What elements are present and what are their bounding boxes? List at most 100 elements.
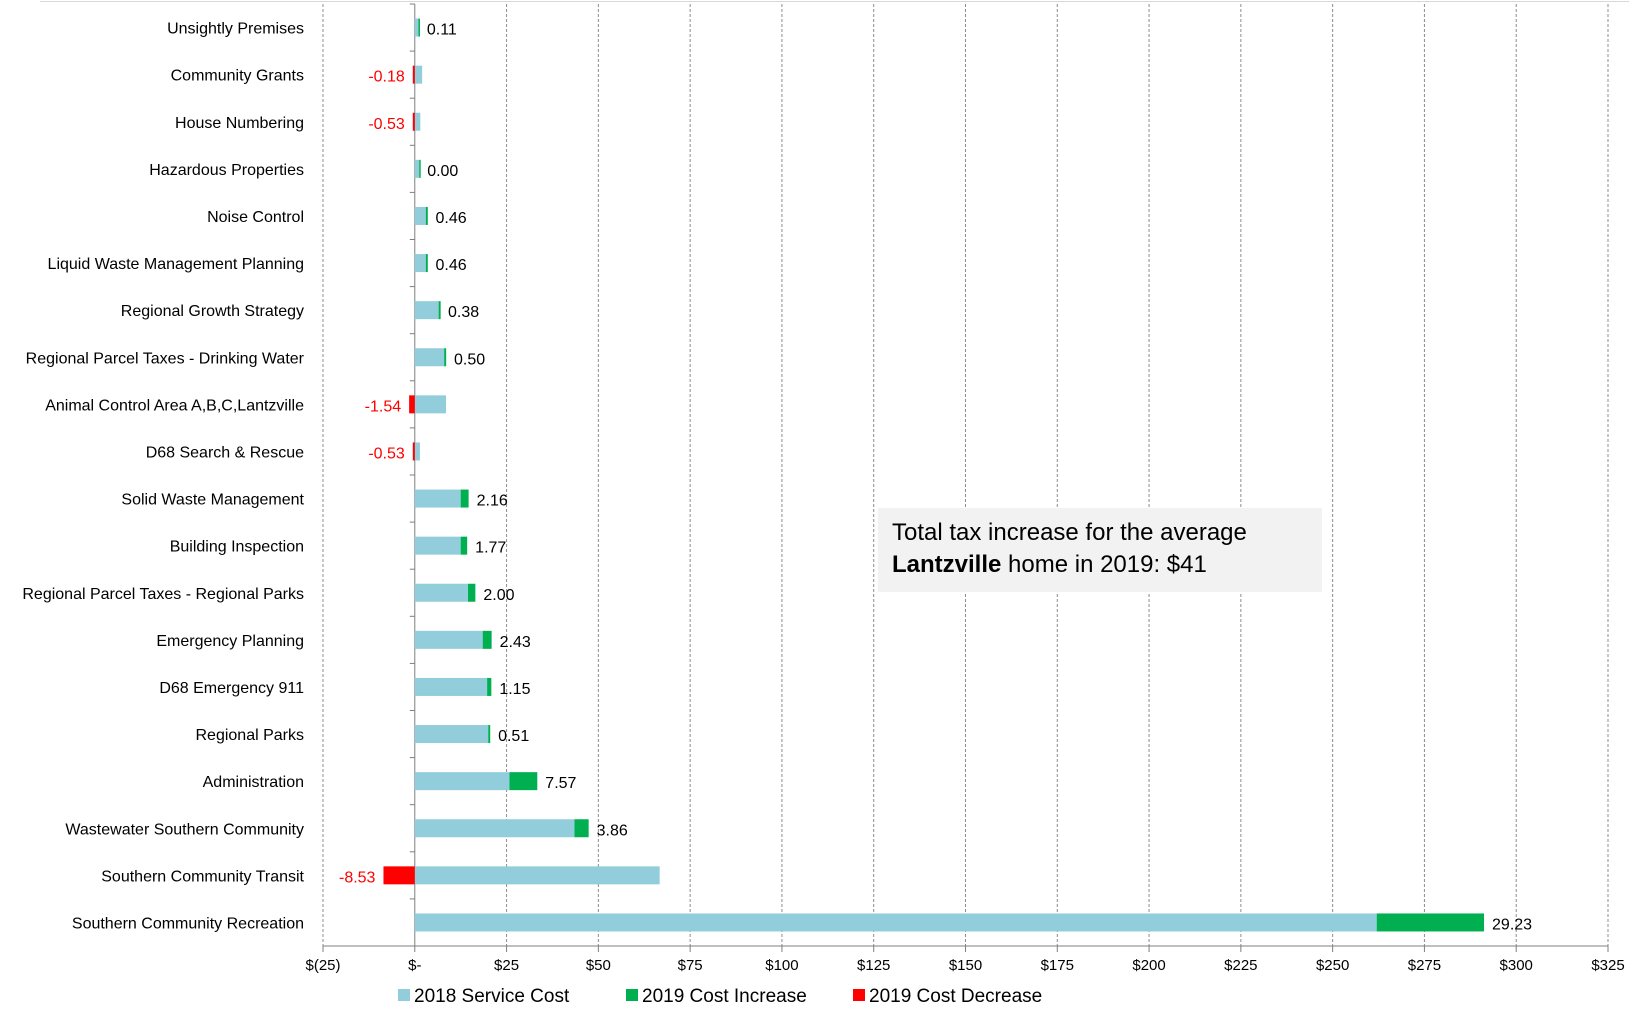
bar-2018-service-cost-0: [414, 18, 419, 37]
category-label-6: Regional Growth Strategy: [121, 303, 304, 320]
bar-2018-service-cost-9: [414, 442, 420, 461]
bar-2018-service-cost-13: [414, 630, 483, 649]
data-label-15: 0.51: [498, 728, 529, 745]
bar-2018-service-cost-19: [414, 913, 1377, 932]
x-tick-label-7: $150: [949, 957, 982, 974]
category-label-8: Animal Control Area A,B,C,Lantzville: [45, 397, 304, 414]
category-label-11: Building Inspection: [170, 539, 304, 556]
x-tick-label-9: $200: [1132, 957, 1165, 974]
bar-2019-cost-increase-4: [425, 206, 428, 225]
bar-2019-cost-increase-6: [438, 301, 441, 320]
bar-2018-service-cost-7: [414, 348, 445, 367]
bar-2018-service-cost-4: [414, 206, 426, 225]
bar-2019-cost-decrease-1: [412, 65, 415, 84]
data-label-3: 0.00: [427, 163, 458, 180]
category-label-17: Wastewater Southern Community: [65, 821, 304, 838]
x-tick-label-13: $300: [1500, 957, 1533, 974]
bar-2019-cost-decrease-9: [412, 442, 415, 461]
bar-2018-service-cost-18: [414, 866, 660, 885]
x-tick-label-8: $175: [1041, 957, 1074, 974]
category-label-16: Administration: [203, 774, 304, 791]
bar-2019-cost-increase-16: [509, 772, 538, 791]
category-label-18: Southern Community Transit: [101, 868, 304, 885]
bar-2019-cost-increase-15: [488, 725, 491, 744]
data-label-5: 0.46: [435, 257, 466, 274]
data-label-17: 3.86: [597, 822, 628, 839]
category-label-4: Noise Control: [207, 209, 304, 226]
annotation-line-1: Total tax increase for the average: [892, 519, 1247, 546]
legend-swatch-1: [626, 989, 638, 1001]
legend-label-1: 2019 Cost Increase: [642, 986, 807, 1007]
x-tick-label-3: $50: [586, 957, 611, 974]
data-label-8: -1.54: [365, 398, 402, 415]
bar-2019-cost-increase-10: [460, 489, 469, 508]
data-label-4: 0.46: [435, 210, 466, 227]
bar-2019-cost-increase-17: [574, 819, 589, 838]
bar-2018-service-cost-8: [414, 395, 446, 414]
data-label-1: -0.18: [368, 69, 405, 86]
bar-2019-cost-increase-7: [444, 348, 447, 367]
bar-2019-cost-decrease-8: [409, 395, 415, 414]
data-label-12: 2.00: [483, 587, 514, 604]
bar-2018-service-cost-17: [414, 819, 575, 838]
bar-2018-service-cost-2: [414, 112, 421, 131]
data-label-0: 0.11: [427, 22, 457, 39]
data-label-13: 2.43: [500, 634, 531, 651]
legend-swatch-0: [398, 989, 410, 1001]
bar-2019-cost-decrease-2: [412, 112, 415, 131]
x-tick-label-1: $-: [408, 957, 421, 974]
data-label-9: -0.53: [368, 445, 405, 462]
bar-2019-cost-increase-14: [487, 677, 492, 696]
category-label-14: D68 Emergency 911: [159, 680, 304, 697]
bar-2018-service-cost-14: [414, 677, 488, 696]
bar-2018-service-cost-6: [414, 301, 439, 320]
bar-2019-cost-increase-12: [468, 583, 476, 602]
bar-2018-service-cost-15: [414, 725, 489, 744]
data-label-18: -8.53: [339, 869, 376, 886]
category-label-15: Regional Parks: [196, 727, 305, 744]
data-label-2: -0.53: [368, 116, 405, 133]
bar-2018-service-cost-10: [414, 489, 461, 508]
annotation-box: Total tax increase for the average Lantz…: [878, 508, 1322, 592]
data-label-19: 29.23: [1492, 916, 1532, 933]
bar-2019-cost-increase-3: [419, 159, 421, 178]
category-label-0: Unsightly Premises: [167, 21, 304, 38]
data-label-16: 7.57: [545, 775, 576, 792]
data-label-6: 0.38: [448, 304, 479, 321]
category-label-7: Regional Parcel Taxes - Drinking Water: [26, 350, 305, 367]
category-label-1: Community Grants: [171, 68, 304, 85]
x-tick-label-5: $100: [765, 957, 798, 974]
bar-2018-service-cost-3: [414, 159, 420, 178]
legend-label-0: 2018 Service Cost: [414, 986, 570, 1007]
category-label-2: House Numbering: [175, 115, 304, 132]
category-label-13: Emergency Planning: [156, 633, 304, 650]
legend-swatch-2: [853, 989, 865, 1001]
x-tick-label-12: $275: [1408, 957, 1441, 974]
category-label-5: Liquid Waste Management Planning: [48, 256, 304, 273]
bar-2018-service-cost-11: [414, 536, 461, 555]
category-label-12: Regional Parcel Taxes - Regional Parks: [22, 586, 304, 603]
bar-2019-cost-increase-0: [418, 18, 420, 37]
category-label-3: Hazardous Properties: [149, 162, 304, 179]
bar-2018-service-cost-5: [414, 254, 426, 273]
x-tick-label-4: $75: [678, 957, 703, 974]
bar-2019-cost-decrease-18: [383, 866, 415, 885]
category-label-19: Southern Community Recreation: [72, 915, 304, 932]
bar-2019-cost-increase-11: [460, 536, 468, 555]
category-label-10: Solid Waste Management: [121, 492, 304, 509]
data-label-10: 2.16: [477, 493, 508, 510]
bar-2018-service-cost-16: [414, 772, 510, 791]
data-label-14: 1.15: [499, 681, 530, 698]
bar-2019-cost-increase-13: [482, 630, 492, 649]
bar-2019-cost-increase-19: [1376, 913, 1485, 932]
x-tick-label-14: $325: [1591, 957, 1624, 974]
data-label-7: 0.50: [454, 351, 485, 368]
legend-label-2: 2019 Cost Decrease: [869, 986, 1042, 1007]
bar-2019-cost-increase-5: [425, 254, 428, 273]
bar-2018-service-cost-1: [414, 65, 423, 84]
x-tick-label-6: $125: [857, 957, 890, 974]
x-tick-label-0: $(25): [305, 957, 340, 974]
annotation-bold-text: Lantzville: [892, 551, 1002, 578]
